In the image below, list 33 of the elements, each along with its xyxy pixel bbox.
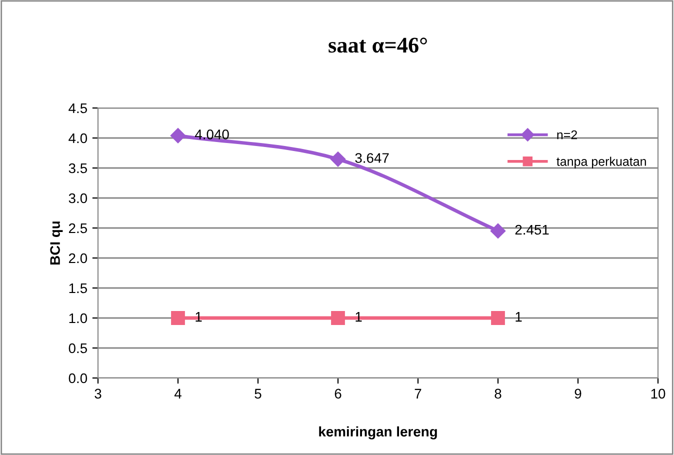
point <box>331 311 345 325</box>
x-tick-label: 10 <box>651 388 666 399</box>
data-label: 1 <box>516 312 522 322</box>
y-tick-label: 2.0 <box>68 253 88 264</box>
y-tick-label: 3.5 <box>68 163 88 174</box>
point <box>170 128 186 144</box>
y-tick-label: 4.0 <box>68 133 88 144</box>
point <box>491 311 505 325</box>
y-tick-label: 0.0 <box>68 373 88 384</box>
data-label: 3.647 <box>355 153 389 163</box>
y-tick-label: 4.5 <box>68 103 88 114</box>
point <box>490 223 506 239</box>
y-tick-label: 2.5 <box>68 223 88 234</box>
data-label: 4.040 <box>194 129 229 140</box>
x-axis-title: kemiringan lereng <box>319 426 437 440</box>
legend-label: tanpa perkuatan <box>556 156 646 168</box>
x-tick-label: 6 <box>334 388 342 399</box>
x-tick-label: 3 <box>94 388 102 399</box>
data-label: 2.451 <box>515 224 549 235</box>
y-tick-label: 1.5 <box>69 283 88 294</box>
chart-title: saat α=46° <box>328 38 427 53</box>
x-tick-label: 8 <box>494 388 502 399</box>
x-tick-label: 9 <box>574 388 582 399</box>
y-axis-title: BCI qu <box>50 222 63 264</box>
legend-label: n=2 <box>557 130 577 140</box>
y-tick-label: 0.5 <box>68 343 88 354</box>
x-tick-label: 4 <box>174 388 182 398</box>
point <box>171 311 185 325</box>
y-tick-label: 1.0 <box>69 313 88 324</box>
x-tick-label: 5 <box>254 388 262 399</box>
x-tick-label: 7 <box>414 388 422 398</box>
y-tick-label: 3.0 <box>68 193 88 204</box>
point <box>330 152 346 167</box>
